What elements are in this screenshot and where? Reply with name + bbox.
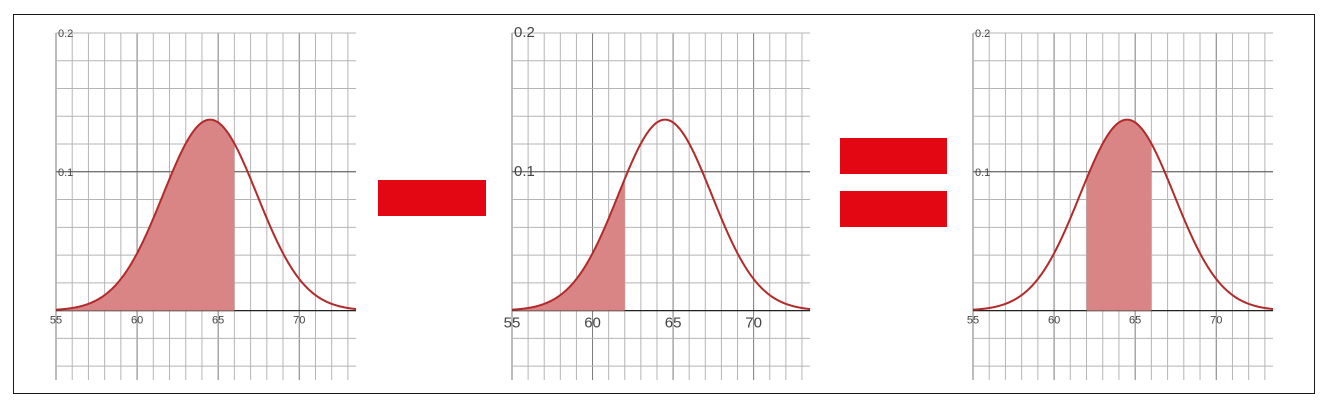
density-curve — [972, 118, 1274, 311]
chart-panel-3: 55 60 65 70 0.2 0.1 — [967, 28, 1274, 380]
x-tick-label: 70 — [745, 315, 762, 332]
y-tick-label: 0.1 — [514, 163, 535, 180]
shaded-area — [56, 119, 235, 311]
shaded-area — [1086, 119, 1152, 311]
x-tick-label: 55 — [50, 315, 62, 327]
x-tick-label: 60 — [131, 315, 143, 327]
y-tick-label: 0.2 — [58, 28, 73, 40]
x-tick-label: 65 — [1129, 315, 1141, 327]
density-curve — [511, 118, 811, 311]
x-tick-label: 65 — [212, 315, 224, 327]
grid — [511, 32, 810, 380]
y-tick-label: 0.1 — [975, 167, 990, 179]
figure-frame — [13, 14, 1315, 394]
x-tick-label: 65 — [665, 315, 682, 332]
y-tick-label: 0.1 — [58, 167, 73, 179]
y-tick-label: 0.2 — [514, 24, 535, 41]
x-tick-label: 60 — [1048, 315, 1060, 327]
equals-sign-top-bar — [840, 138, 947, 174]
x-tick-label: 55 — [967, 315, 979, 327]
minus-sign — [378, 180, 486, 216]
grid — [972, 32, 1273, 380]
density-curve — [55, 118, 357, 311]
x-tick-label: 55 — [504, 315, 521, 332]
chart-panel-2: 55 60 65 70 0.2 0.1 — [504, 24, 811, 380]
x-tick-label: 70 — [1210, 315, 1222, 327]
y-tick-label: 0.2 — [975, 28, 990, 40]
chart-panel-1: 55 60 65 70 0.2 0.1 — [50, 28, 357, 380]
shaded-area — [512, 178, 625, 311]
equals-sign-bottom-bar — [840, 191, 947, 227]
x-tick-label: 60 — [584, 315, 601, 332]
x-tick-label: 70 — [293, 315, 305, 327]
